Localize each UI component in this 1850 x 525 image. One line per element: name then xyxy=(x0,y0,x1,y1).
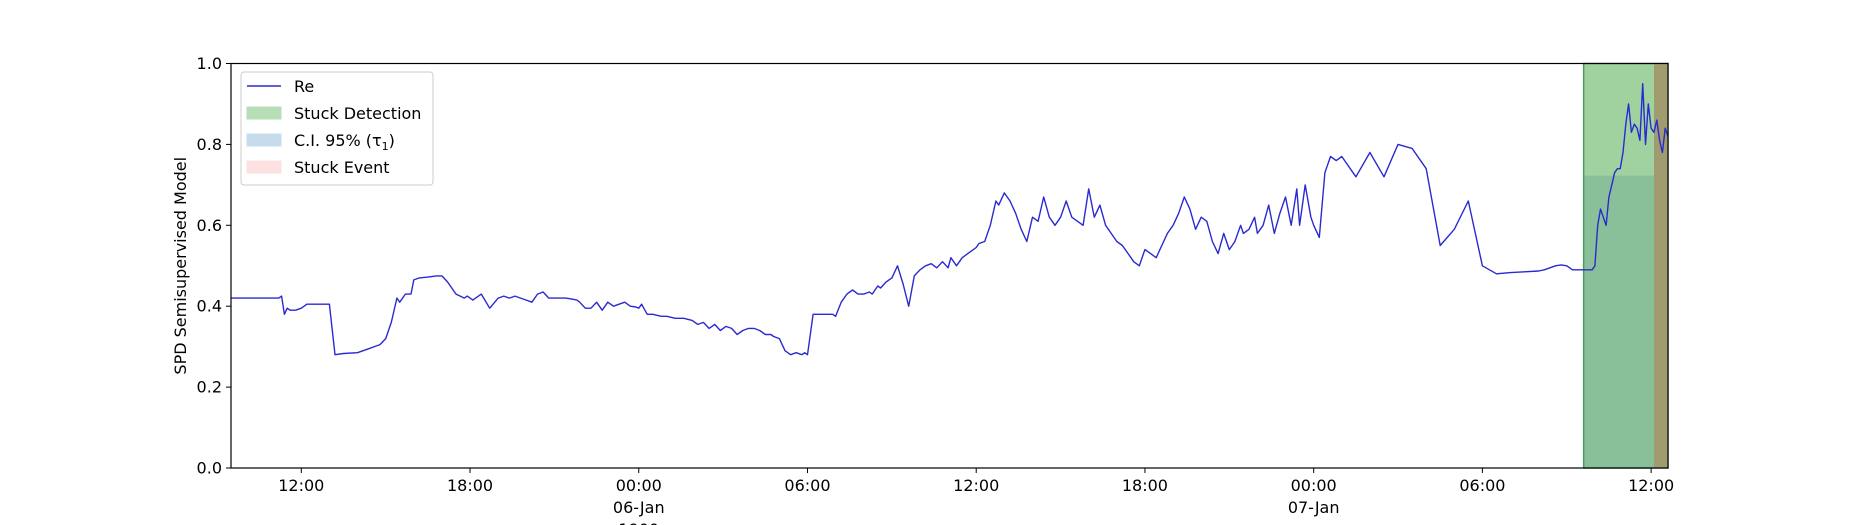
x-tick-label: 07-Jan xyxy=(1288,498,1340,517)
region-stuck-event xyxy=(1653,63,1668,468)
legend-swatch-patch xyxy=(246,160,282,174)
legend-label: Stuck Detection xyxy=(294,104,421,123)
y-axis-label: SPD Semisupervised Model xyxy=(171,157,190,375)
x-tick-label: 06:00 xyxy=(784,476,830,495)
series-group xyxy=(231,82,1669,356)
x-tick-label: 1900 xyxy=(618,520,659,525)
legend-box xyxy=(240,71,434,186)
y-tick-label: 0.6 xyxy=(197,216,222,235)
x-tick-label: 00:00 xyxy=(616,476,662,495)
legend-swatch-patch xyxy=(246,106,282,120)
x-axis: 12:00 18:00 00:00 06-Jan 1900 06:00 12:00 18:00… xyxy=(278,468,1674,525)
x-tick-label: 18:00 xyxy=(1122,476,1168,495)
x-tick-label: 00:00 xyxy=(1291,476,1337,495)
y-tick-label: 1.0 xyxy=(197,54,222,73)
legend-swatch-patch xyxy=(246,133,282,147)
y-tick-label: 0.0 xyxy=(197,459,222,478)
y-tick-label: 0.4 xyxy=(197,297,222,316)
series-line-re xyxy=(231,82,1669,356)
x-tick-label: 06:00 xyxy=(1459,476,1505,495)
y-axis: 0.0 0.2 0.4 0.6 0.8 1.0 xyxy=(197,54,231,478)
y-tick-label: 0.8 xyxy=(197,135,222,154)
x-tick-label: 12:00 xyxy=(1628,476,1674,495)
region-stuck-detection xyxy=(1583,63,1654,176)
y-tick-label: 0.2 xyxy=(197,378,222,397)
plot-frame xyxy=(230,62,1669,469)
legend: Re Stuck Detection C.I. 95% (τ1) Stuck Even… xyxy=(240,71,434,186)
x-tick-label: 12:00 xyxy=(953,476,999,495)
x-tick-label: 12:00 xyxy=(278,476,324,495)
legend-label: Re xyxy=(294,77,314,96)
shaded-regions xyxy=(1582,62,1669,469)
legend-label: C.I. 95% (τ1) xyxy=(294,131,395,153)
x-tick-label: 18:00 xyxy=(447,476,493,495)
x-tick-label: 06-Jan xyxy=(613,498,665,517)
legend-label: Stuck Event xyxy=(294,158,390,177)
